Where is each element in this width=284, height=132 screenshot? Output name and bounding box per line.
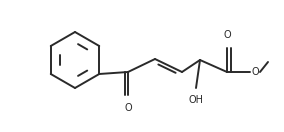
Text: O: O <box>124 103 132 113</box>
Text: O: O <box>252 67 260 77</box>
Text: O: O <box>223 30 231 40</box>
Text: OH: OH <box>189 95 204 105</box>
